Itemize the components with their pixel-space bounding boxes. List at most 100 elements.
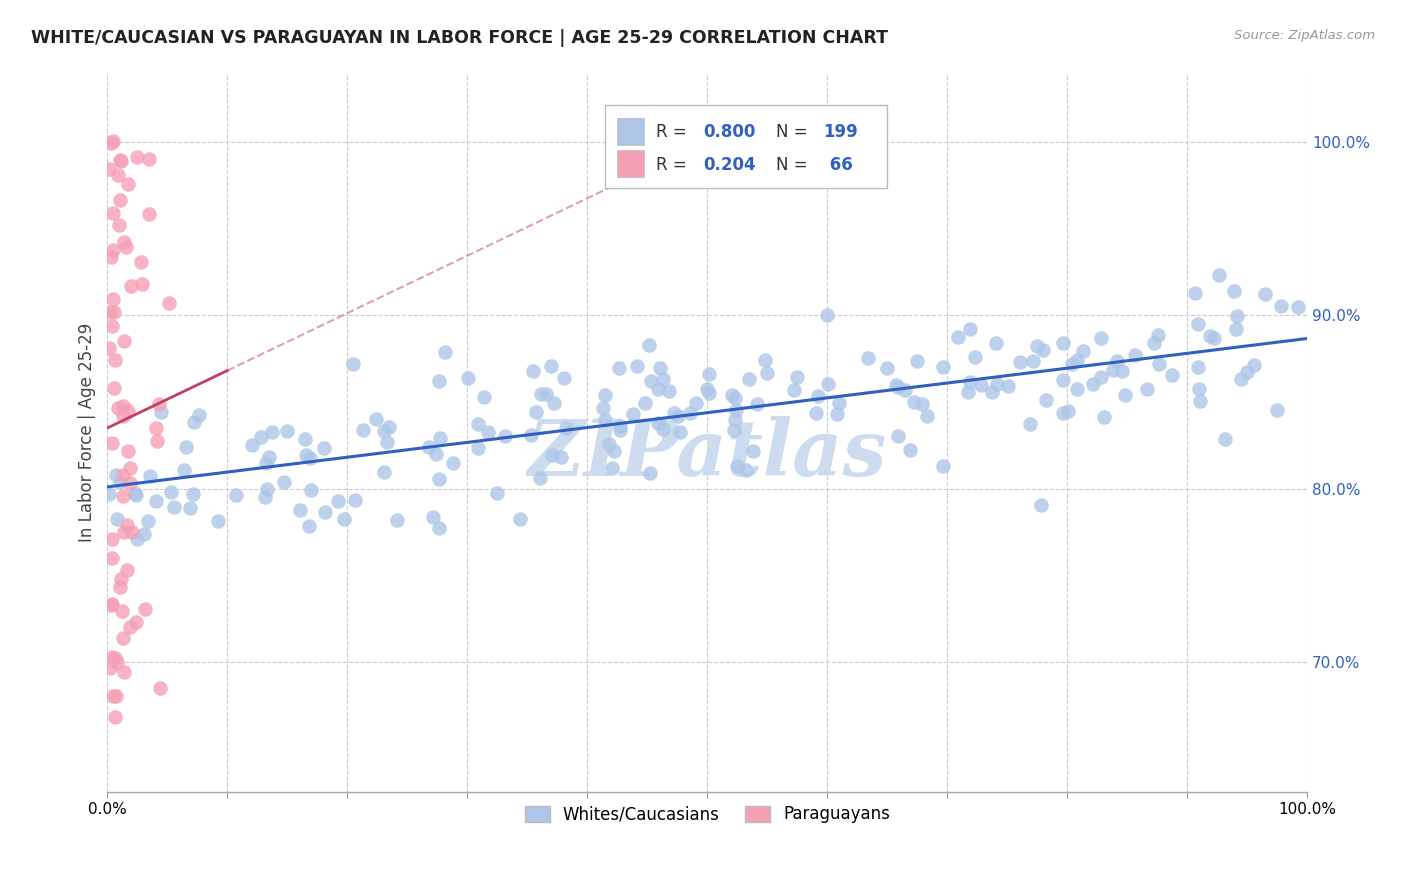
Point bbox=[1052, 335, 1074, 350]
Point bbox=[543, 396, 565, 410]
Point bbox=[101, 597, 124, 611]
Point bbox=[598, 437, 620, 451]
Point bbox=[112, 334, 135, 348]
Point bbox=[699, 386, 721, 401]
Point bbox=[634, 396, 657, 410]
Point bbox=[1052, 406, 1074, 420]
Point bbox=[540, 448, 562, 462]
Point bbox=[145, 494, 167, 508]
Point bbox=[342, 358, 364, 372]
Point bbox=[425, 447, 447, 461]
Point bbox=[472, 390, 495, 404]
Point bbox=[1187, 382, 1209, 396]
Point bbox=[160, 484, 183, 499]
Point bbox=[98, 161, 121, 176]
Point bbox=[986, 376, 1008, 391]
Point bbox=[679, 406, 702, 420]
Point bbox=[522, 364, 544, 378]
Point bbox=[117, 444, 139, 458]
Point bbox=[110, 153, 132, 168]
Bar bbox=[617, 150, 644, 178]
Point bbox=[117, 404, 139, 418]
Point bbox=[111, 400, 134, 414]
Point bbox=[980, 385, 1002, 400]
Point bbox=[1090, 369, 1112, 384]
Point bbox=[911, 397, 934, 411]
Point bbox=[520, 428, 543, 442]
Point bbox=[98, 487, 121, 501]
Bar bbox=[617, 118, 644, 145]
Point bbox=[669, 425, 692, 439]
Point bbox=[112, 235, 135, 249]
Point bbox=[253, 490, 276, 504]
Point bbox=[187, 408, 209, 422]
Point bbox=[108, 475, 131, 490]
Point bbox=[101, 551, 124, 566]
Point bbox=[652, 371, 675, 385]
Point bbox=[1111, 364, 1133, 378]
Point bbox=[328, 494, 350, 508]
Point bbox=[100, 136, 122, 151]
Point bbox=[666, 409, 689, 424]
Point bbox=[697, 368, 720, 382]
Point bbox=[621, 407, 644, 421]
Point bbox=[103, 710, 125, 724]
Point bbox=[1101, 363, 1123, 377]
Point bbox=[299, 483, 322, 497]
Point bbox=[114, 240, 136, 254]
Point bbox=[609, 423, 631, 437]
Point bbox=[257, 450, 280, 464]
Point bbox=[1125, 348, 1147, 362]
Point bbox=[418, 440, 440, 454]
Point bbox=[146, 434, 169, 448]
Point bbox=[1198, 329, 1220, 343]
Point bbox=[149, 681, 172, 695]
Point bbox=[786, 369, 808, 384]
Point bbox=[103, 381, 125, 395]
Point bbox=[139, 469, 162, 483]
Point bbox=[640, 374, 662, 388]
Point bbox=[134, 602, 156, 616]
Point bbox=[98, 304, 121, 318]
Point bbox=[120, 475, 142, 490]
Point bbox=[1066, 383, 1088, 397]
Point bbox=[333, 512, 356, 526]
Point bbox=[1243, 358, 1265, 372]
Point bbox=[157, 296, 180, 310]
Point bbox=[725, 458, 748, 473]
Point bbox=[603, 444, 626, 458]
Point bbox=[742, 444, 765, 458]
Point bbox=[422, 510, 444, 524]
Point bbox=[378, 420, 401, 434]
Point bbox=[98, 661, 121, 675]
Point bbox=[427, 521, 450, 535]
Point bbox=[256, 482, 278, 496]
Point bbox=[1060, 357, 1083, 371]
Point bbox=[858, 351, 880, 365]
Point bbox=[298, 519, 321, 533]
Point bbox=[467, 417, 489, 432]
Point bbox=[1184, 286, 1206, 301]
Point bbox=[477, 425, 499, 439]
Point bbox=[647, 416, 669, 430]
Point bbox=[524, 405, 547, 419]
Point bbox=[1208, 268, 1230, 282]
Text: 0.204: 0.204 bbox=[703, 155, 756, 174]
Point bbox=[638, 466, 661, 480]
Point bbox=[176, 440, 198, 454]
Point bbox=[1056, 404, 1078, 418]
Point bbox=[884, 378, 907, 392]
Point bbox=[876, 360, 898, 375]
Point bbox=[825, 407, 848, 421]
Point bbox=[1029, 499, 1052, 513]
Point bbox=[107, 401, 129, 416]
Point bbox=[783, 383, 806, 397]
Point bbox=[148, 397, 170, 411]
Point bbox=[1105, 354, 1128, 368]
Point bbox=[804, 406, 827, 420]
Point bbox=[429, 431, 451, 445]
Point bbox=[118, 461, 141, 475]
Point bbox=[294, 433, 316, 447]
Point bbox=[1204, 331, 1226, 345]
Point bbox=[136, 514, 159, 528]
